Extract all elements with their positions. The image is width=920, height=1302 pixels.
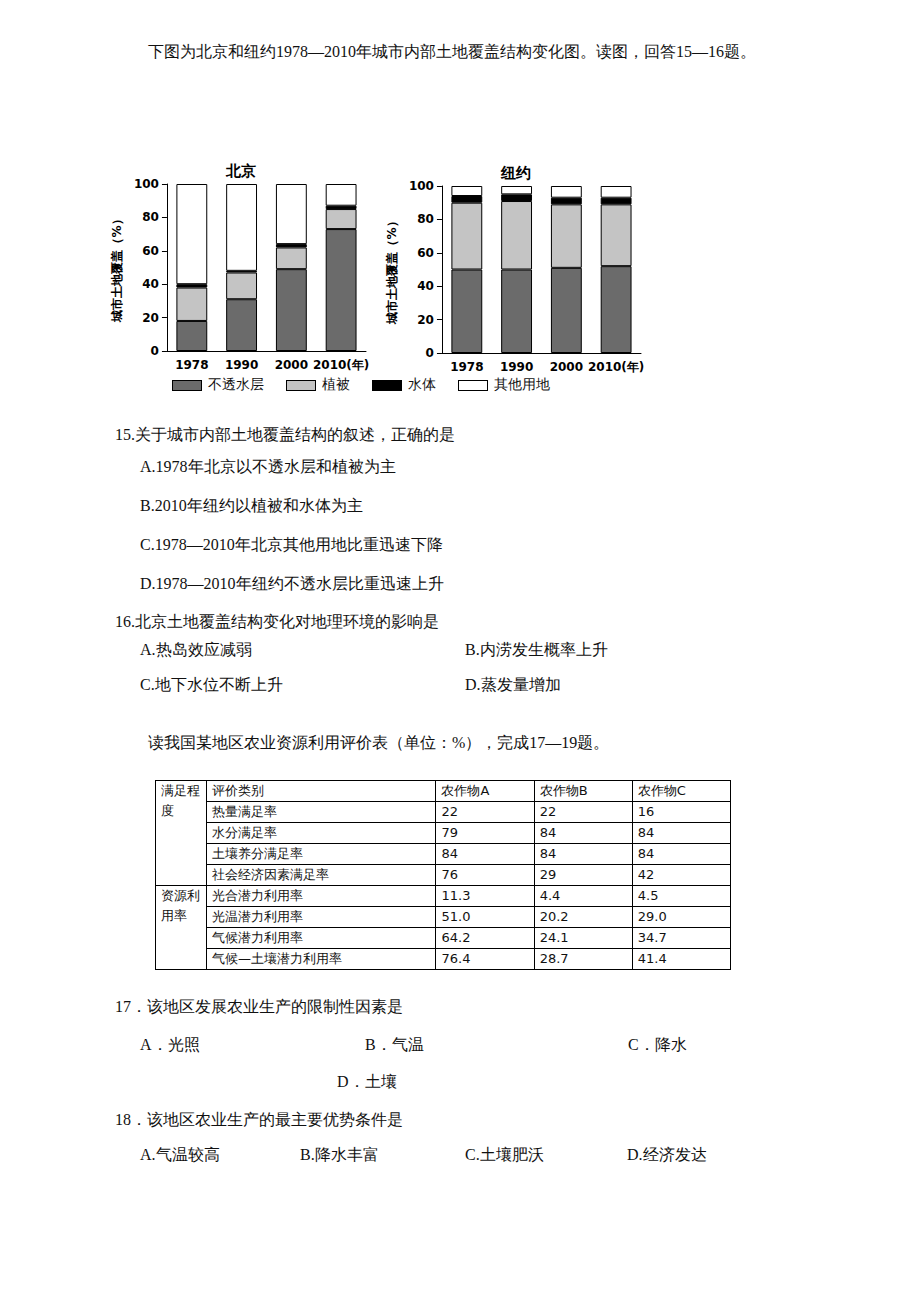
html-text:29.0: 29.0 [637,909,667,924]
html-text:水体: 水体 [408,376,436,392]
svg-text:80: 80 [417,212,434,226]
html-text:20.2: 20.2 [539,909,569,924]
html-text:A．光照: A．光照 [140,1036,200,1053]
svg-text:2000: 2000 [550,360,583,374]
html-text:76.4: 76.4 [441,951,471,966]
html-text:D．土壤: D．土壤 [337,1073,397,1090]
html-text:B．气温: B．气温 [365,1036,424,1053]
html-text:C．降水: C．降水 [628,1036,687,1053]
html-text:16.北京土地覆盖结构变化对地理环境的影响是: 16.北京土地覆盖结构变化对地理环境的影响是 [115,613,439,630]
html-text:4.5: 4.5 [637,888,659,903]
html-text:84: 84 [539,825,557,840]
svg-text:20: 20 [417,313,434,327]
svg-text:1990: 1990 [500,360,533,374]
html-text:资源利用率: 资源利用率 [161,888,200,923]
html-text:C.地下水位不断上升: C.地下水位不断上升 [140,676,283,693]
svg-text:60: 60 [142,244,159,258]
html-text:18．该地区农业生产的最主要优势条件是: 18．该地区农业生产的最主要优势条件是 [115,1111,403,1128]
html-text:84: 84 [637,825,655,840]
html-text:64.2: 64.2 [441,930,471,945]
svg-text:80: 80 [142,210,159,224]
svg-text:纽约: 纽约 [500,164,531,182]
html-text:农作物B: 农作物B [539,783,588,798]
svg-text:1990: 1990 [225,358,258,372]
svg-text:2010(年): 2010(年) [313,358,369,372]
svg-text:20: 20 [142,311,159,325]
html-text:84: 84 [539,846,557,861]
html-text:A.气温较高: A.气温较高 [140,1146,220,1163]
html-text:社会经济因素满足率: 社会经济因素满足率 [212,867,330,882]
svg-text:2000: 2000 [275,358,308,372]
svg-text:0: 0 [151,344,159,358]
html-text:植被: 植被 [322,376,350,392]
html-text:B.内涝发生概率上升: B.内涝发生概率上升 [465,641,608,658]
svg-text:40: 40 [142,277,159,291]
html-text:B.2010年纽约以植被和水体为主: B.2010年纽约以植被和水体为主 [140,497,363,514]
html-text:D.1978—2010年纽约不透水层比重迅速上升: D.1978—2010年纽约不透水层比重迅速上升 [140,575,444,592]
html-text:29: 29 [539,867,557,882]
html-text:读我国某地区农业资源利用评价表（单位：%），完成17—19题: 读我国某地区农业资源利用评价表（单位：%），完成17—19题。 [148,734,610,751]
html-text:农作物A: 农作物A [441,783,490,798]
html-text:A.热岛效应减弱: A.热岛效应减弱 [140,641,252,658]
svg-text:城市土地覆盖（%）: 城市土地覆盖（%） [110,213,124,322]
html-text:D.经济发达: D.经济发达 [627,1146,707,1163]
html-text:土壤养分满足率: 土壤养分满足率 [212,846,304,861]
html-text:下图为北京和纽约1978—2010年城市内部土地覆盖结构变化: 下图为北京和纽约1978—2010年城市内部土地覆盖结构变化图。读图，回答15—… [148,43,756,60]
html-text:24.1: 24.1 [539,930,569,945]
svg-text:100: 100 [134,177,159,191]
html-text:水分满足率: 水分满足率 [212,825,278,840]
html-text:84: 84 [637,846,655,861]
html-text:42: 42 [637,867,655,882]
html-text:79: 79 [441,825,458,840]
svg-text:0: 0 [426,346,434,360]
svg-text:1978: 1978 [175,358,208,372]
html-text:41.4: 41.4 [637,951,667,966]
svg-text:城市土地覆盖（%）: 城市土地覆盖（%） [385,215,399,324]
svg-text:1978: 1978 [450,360,483,374]
html-text:气候潜力利用率: 气候潜力利用率 [212,930,304,945]
svg-text:40: 40 [417,279,434,293]
html-text:22: 22 [539,804,557,819]
html-text:4.4: 4.4 [539,888,561,903]
html-text:17．该地区发展农业生产的限制性因素是: 17．该地区发展农业生产的限制性因素是 [115,998,403,1015]
html-text:28.7: 28.7 [539,951,569,966]
html-text:热量满足率: 热量满足率 [212,804,278,819]
html-text:C.1978—2010年北京其他用地比重迅速下降: C.1978—2010年北京其他用地比重迅速下降 [140,536,443,553]
html-text:光温潜力利用率: 光温潜力利用率 [212,909,304,924]
html-text:34.7: 34.7 [637,930,667,945]
html-text:22: 22 [441,804,458,819]
svg-text:60: 60 [417,246,434,260]
html-text:不透水层: 不透水层 [208,376,264,392]
html-text:B.降水丰富: B.降水丰富 [300,1146,379,1163]
html-text:15.关于城市内部土地覆盖结构的叙述，正确的是: 15.关于城市内部土地覆盖结构的叙述，正确的是 [115,426,455,443]
html-text:84: 84 [441,846,458,861]
html-text:A.1978年北京以不透水层和植被为主: A.1978年北京以不透水层和植被为主 [140,458,396,475]
html-text:C.土壤肥沃: C.土壤肥沃 [465,1146,544,1163]
html-text:其他用地: 其他用地 [494,376,550,392]
html-text:51.0: 51.0 [441,909,471,924]
svg-text:2010(年): 2010(年) [588,360,644,374]
html-text:评价类别: 评价类别 [212,783,265,798]
svg-text:北京: 北京 [225,162,256,180]
html-text:D.蒸发量增加: D.蒸发量增加 [465,676,561,693]
svg-text:100: 100 [409,179,434,193]
html-text:11.3: 11.3 [441,888,471,903]
html-text:满足程度: 满足程度 [161,783,200,818]
html-text:气候—土壤潜力利用率: 气候—土壤潜力利用率 [212,951,343,966]
html-text:农作物C: 农作物C [637,783,686,798]
html-text:16: 16 [637,804,655,819]
html-text:光合潜力利用率: 光合潜力利用率 [212,888,304,903]
html-text:76: 76 [441,867,458,882]
